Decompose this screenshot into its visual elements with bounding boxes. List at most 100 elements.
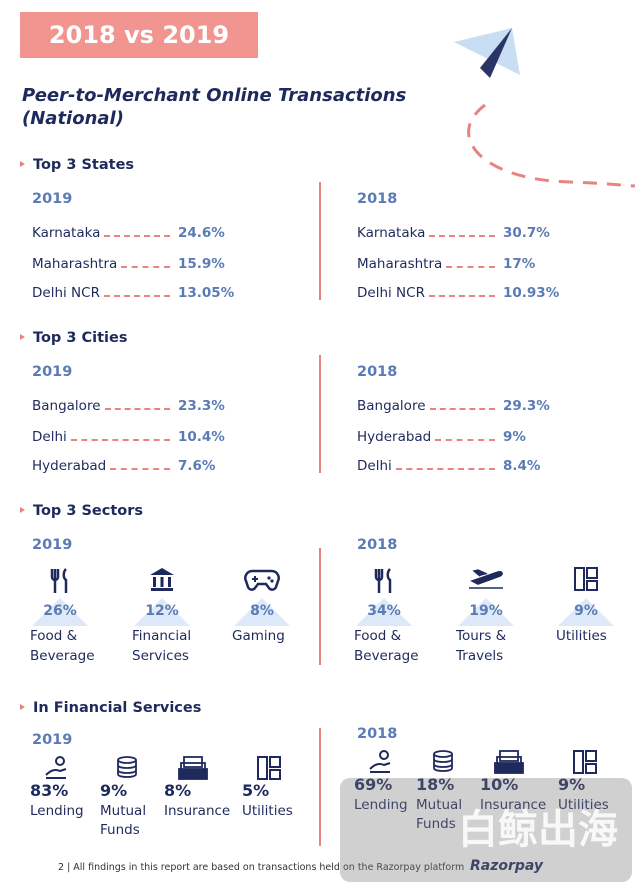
row-left: Bangalore bbox=[357, 398, 503, 414]
value-triangle bbox=[32, 598, 88, 626]
finance-value: 10% bbox=[480, 775, 519, 794]
sector-item: 26% Food & Beverage bbox=[10, 566, 110, 666]
column-divider bbox=[319, 182, 321, 300]
year-label: 2019 bbox=[32, 732, 73, 748]
badge: 2018 vs 2019 bbox=[20, 12, 258, 58]
row-name: Delhi NCR bbox=[357, 285, 425, 301]
row-value: 17% bbox=[503, 256, 536, 272]
sector-value: 12% bbox=[145, 603, 179, 619]
paper-plane-decoration bbox=[454, 28, 636, 188]
finance-value: 9% bbox=[100, 781, 128, 800]
value-triangle bbox=[234, 598, 290, 626]
year-label: 2019 bbox=[32, 191, 73, 207]
year-label: 2018 bbox=[357, 364, 398, 380]
row-value: 8.4% bbox=[503, 458, 541, 474]
row-name: Delhi bbox=[357, 458, 392, 474]
row-name: Delhi NCR bbox=[32, 285, 100, 301]
sector-value-box: 12% bbox=[112, 596, 212, 626]
finance-item: 83% Lending bbox=[30, 755, 102, 821]
dashed-leader bbox=[121, 266, 170, 268]
year-label: 2019 bbox=[32, 537, 73, 553]
dashed-leader bbox=[104, 235, 170, 237]
row-name: Bangalore bbox=[357, 398, 426, 414]
section-heading: Top 3 Cities bbox=[33, 330, 128, 346]
column-divider bbox=[319, 548, 321, 665]
finance-value: 8% bbox=[164, 781, 192, 800]
ranking-row: Bangalore 29.3% bbox=[357, 396, 597, 416]
finance-item: 10% Insurance bbox=[480, 749, 552, 815]
section-heading: Top 3 States bbox=[33, 157, 135, 173]
row-name: Hyderabad bbox=[32, 458, 107, 474]
ranking-row: Delhi 10.4% bbox=[32, 427, 272, 447]
row-value: 29.3% bbox=[503, 398, 550, 414]
finance-item: 18% Mutual Funds bbox=[416, 749, 488, 834]
finance-icon bbox=[100, 755, 172, 781]
dashed-leader bbox=[103, 295, 170, 297]
finance-value: 83% bbox=[30, 781, 69, 800]
finance-item: 9% Utilities bbox=[558, 749, 630, 815]
row-left: Delhi NCR bbox=[32, 285, 178, 301]
row-value: 24.6% bbox=[178, 225, 225, 241]
row-value: 10.93% bbox=[503, 285, 560, 301]
finance-icon bbox=[164, 755, 236, 781]
row-name: Maharashtra bbox=[32, 256, 118, 272]
row-left: Maharashtra bbox=[357, 256, 503, 272]
finance-label: Lending bbox=[354, 797, 408, 813]
finance-label: Mutual Funds bbox=[416, 797, 463, 832]
column-divider bbox=[319, 728, 321, 846]
title-line: (National) bbox=[22, 108, 124, 129]
dashed-leader bbox=[395, 468, 495, 470]
row-value: 23.3% bbox=[178, 398, 225, 414]
finance-icon bbox=[354, 749, 426, 775]
row-name: Delhi bbox=[32, 429, 67, 445]
sector-value: 19% bbox=[469, 603, 503, 619]
sector-value-box: 8% bbox=[212, 596, 312, 626]
dashed-leader bbox=[70, 439, 170, 441]
sector-label: Food & Beverage bbox=[354, 628, 419, 664]
brand-logo: Razorpay bbox=[470, 858, 544, 874]
row-name: Karnataka bbox=[32, 225, 101, 241]
footer-text: 2 | All findings in this report are base… bbox=[58, 862, 465, 873]
value-triangle bbox=[458, 598, 514, 626]
value-triangle bbox=[134, 598, 190, 626]
ranking-row: Bangalore 23.3% bbox=[32, 396, 272, 416]
finance-item: 5% Utilities bbox=[242, 755, 314, 821]
row-value: 9% bbox=[503, 429, 526, 445]
year-label: 2018 bbox=[357, 726, 398, 742]
row-left: Karnataka bbox=[32, 225, 178, 241]
dashed-leader bbox=[428, 295, 495, 297]
sector-item: 19% Tours & Travels bbox=[436, 566, 536, 666]
dashed-leader bbox=[429, 235, 495, 237]
finance-label: Lending bbox=[30, 803, 84, 819]
sector-icon bbox=[212, 566, 312, 596]
ranking-row: Karnataka 30.7% bbox=[357, 223, 597, 243]
value-triangle bbox=[356, 598, 412, 626]
finance-value: 69% bbox=[354, 775, 393, 794]
row-name: Hyderabad bbox=[357, 429, 432, 445]
row-value: 10.4% bbox=[178, 429, 225, 445]
year-label: 2018 bbox=[357, 191, 398, 207]
finance-value: 18% bbox=[416, 775, 455, 794]
dashed-leader bbox=[435, 439, 495, 441]
year-label: 2018 bbox=[357, 537, 398, 553]
sector-value-box: 9% bbox=[536, 596, 636, 626]
row-name: Maharashtra bbox=[357, 256, 443, 272]
ranking-row: Maharashtra 15.9% bbox=[32, 254, 272, 274]
ranking-row: Karnataka 24.6% bbox=[32, 223, 272, 243]
row-value: 7.6% bbox=[178, 458, 216, 474]
finance-item: 9% Mutual Funds bbox=[100, 755, 172, 840]
sector-icon bbox=[334, 566, 434, 596]
dashed-leader bbox=[110, 468, 170, 470]
sector-value: 8% bbox=[250, 603, 274, 619]
finance-icon bbox=[242, 755, 314, 781]
finance-item: 8% Insurance bbox=[164, 755, 236, 821]
row-left: Delhi bbox=[357, 458, 503, 474]
sector-icon bbox=[436, 566, 536, 596]
finance-label: Utilities bbox=[558, 797, 609, 813]
ranking-row: Delhi NCR 13.05% bbox=[32, 283, 272, 303]
sector-value-box: 26% bbox=[10, 596, 110, 626]
ranking-row: Delhi NCR 10.93% bbox=[357, 283, 597, 303]
sector-value: 34% bbox=[367, 603, 401, 619]
finance-icon bbox=[416, 749, 488, 775]
